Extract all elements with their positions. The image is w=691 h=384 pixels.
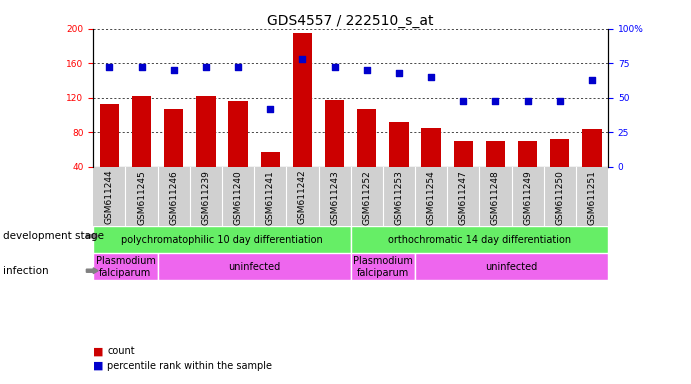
- Text: count: count: [107, 346, 135, 356]
- Bar: [100, 104, 119, 202]
- Bar: [164, 109, 183, 202]
- Point: [522, 98, 533, 104]
- Text: GSM611240: GSM611240: [234, 170, 243, 225]
- Point: [490, 98, 501, 104]
- Text: polychromatophilic 10 day differentiation: polychromatophilic 10 day differentiatio…: [121, 235, 323, 245]
- Text: GSM611250: GSM611250: [556, 170, 565, 225]
- Text: GSM611248: GSM611248: [491, 170, 500, 225]
- Text: GSM611251: GSM611251: [587, 170, 596, 225]
- Point: [104, 65, 115, 71]
- Point: [361, 67, 372, 73]
- Point: [136, 65, 147, 71]
- Point: [329, 65, 340, 71]
- Text: percentile rank within the sample: percentile rank within the sample: [107, 361, 272, 371]
- Bar: [293, 33, 312, 202]
- Text: Plasmodium
falciparum: Plasmodium falciparum: [353, 256, 413, 278]
- Text: uninfected: uninfected: [486, 262, 538, 272]
- Text: GSM611247: GSM611247: [459, 170, 468, 225]
- Text: GSM611243: GSM611243: [330, 170, 339, 225]
- Text: GSM611253: GSM611253: [395, 170, 404, 225]
- Bar: [454, 141, 473, 202]
- Text: GSM611246: GSM611246: [169, 170, 178, 225]
- Point: [457, 98, 468, 104]
- Text: orthochromatic 14 day differentiation: orthochromatic 14 day differentiation: [388, 235, 571, 245]
- Point: [587, 77, 598, 83]
- Text: GSM611252: GSM611252: [362, 170, 371, 225]
- Bar: [158, 253, 351, 280]
- Text: GSM611245: GSM611245: [137, 170, 146, 225]
- Bar: [93, 226, 351, 253]
- Bar: [93, 253, 158, 280]
- Point: [233, 65, 244, 71]
- Bar: [351, 226, 608, 253]
- Point: [297, 56, 308, 62]
- Point: [554, 98, 565, 104]
- Text: Plasmodium
falciparum: Plasmodium falciparum: [95, 256, 155, 278]
- Bar: [196, 96, 216, 202]
- Bar: [132, 96, 151, 202]
- Bar: [229, 101, 248, 202]
- Text: ■: ■: [93, 361, 104, 371]
- Point: [393, 70, 404, 76]
- Text: GSM611244: GSM611244: [105, 170, 114, 225]
- Text: development stage: development stage: [3, 231, 104, 241]
- Text: uninfected: uninfected: [228, 262, 281, 272]
- Point: [168, 67, 179, 73]
- Bar: [550, 139, 569, 202]
- Text: GSM611254: GSM611254: [426, 170, 435, 225]
- Text: GSM611249: GSM611249: [523, 170, 532, 225]
- Bar: [486, 141, 505, 202]
- Bar: [518, 141, 538, 202]
- Text: GSM611241: GSM611241: [266, 170, 275, 225]
- Text: GSM611239: GSM611239: [201, 170, 210, 225]
- Text: ■: ■: [93, 346, 104, 356]
- Bar: [325, 99, 344, 202]
- Bar: [415, 253, 608, 280]
- Bar: [422, 128, 441, 202]
- Title: GDS4557 / 222510_s_at: GDS4557 / 222510_s_at: [267, 14, 434, 28]
- Text: GSM611242: GSM611242: [298, 170, 307, 225]
- Bar: [389, 122, 408, 202]
- Point: [426, 74, 437, 80]
- Bar: [583, 129, 602, 202]
- Point: [200, 65, 211, 71]
- Text: infection: infection: [3, 266, 49, 276]
- Bar: [357, 109, 377, 202]
- Bar: [351, 253, 415, 280]
- Point: [265, 106, 276, 112]
- Bar: [261, 152, 280, 202]
